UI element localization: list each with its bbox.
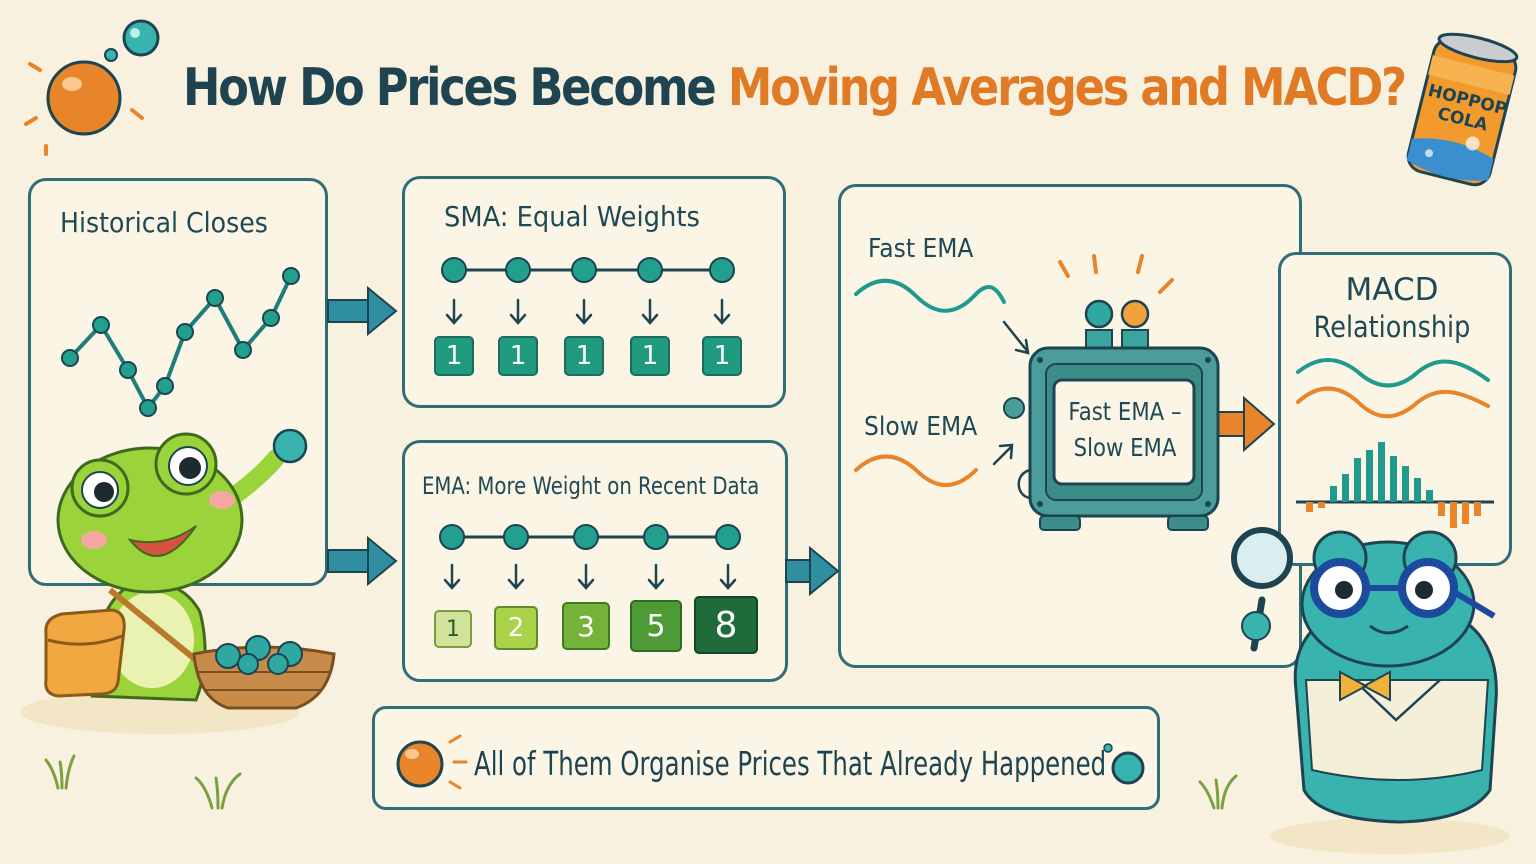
ema-weight-box: 8 (694, 596, 758, 654)
arrow-to-machine (785, 545, 840, 597)
banner-text: All of Them Organise Prices That Already… (474, 744, 1107, 783)
macd-title-line2: Relationship (1313, 310, 1471, 344)
macd-relationship-panel (1278, 252, 1512, 566)
teal-frog-character (1231, 527, 1510, 854)
ema-label: EMA: More Weight on Recent Data (422, 472, 760, 500)
title-part-dark: How Do Prices Become (183, 58, 728, 118)
sma-node-chain (441, 257, 735, 325)
macd-formula: Fast EMA – Slow EMA (1061, 380, 1189, 480)
sma-weight-box: 1 (498, 336, 538, 376)
orange-ball-icon (24, 19, 160, 156)
sma-weight-box: 1 (630, 336, 670, 376)
ema-weight-box: 2 (494, 606, 538, 650)
slow-ema-wave (854, 454, 978, 487)
macd-orange-wave (1296, 386, 1490, 419)
historical-price-line (61, 267, 300, 417)
historical-closes-label: Historical Closes (60, 206, 268, 239)
fast-ema-wave (854, 278, 1006, 313)
sma-weight-box: 1 (434, 336, 474, 376)
summary-banner (372, 706, 1160, 810)
page-title: How Do Prices Become Moving Averages and… (183, 58, 1407, 118)
ema-weight-box: 1 (434, 610, 472, 648)
banner-teal-ball-icon (1103, 743, 1145, 785)
ema-node-chain (439, 524, 741, 590)
formula-line2: Slow EMA (1073, 433, 1177, 462)
cola-can-icon (1406, 32, 1519, 187)
fast-ema-label: Fast EMA (868, 234, 974, 264)
ema-weight-box: 5 (630, 600, 682, 652)
ema-weight-box: 3 (562, 602, 610, 650)
macd-machine-icon (1003, 254, 1220, 531)
slow-arrow (992, 443, 1014, 466)
green-frog-character (20, 428, 336, 734)
macd-teal-wave (1296, 358, 1490, 388)
sma-weight-box: 1 (702, 336, 742, 376)
arrow-to-macd (1213, 395, 1276, 453)
slow-ema-label: Slow EMA (864, 412, 978, 442)
arrow-to-sma (327, 285, 398, 337)
formula-line1: Fast EMA – (1068, 397, 1182, 426)
grass-decoration (44, 754, 1238, 810)
sma-weight-box: 1 (564, 336, 604, 376)
fast-arrow (1002, 320, 1030, 355)
sma-label: SMA: Equal Weights (444, 200, 700, 233)
title-part-orange: Moving Averages and MACD? (727, 58, 1407, 118)
arrow-to-ema (327, 535, 398, 587)
macd-title-line1: MACD (1345, 272, 1439, 308)
banner-orange-ball-icon (396, 734, 468, 790)
macd-histogram (1296, 442, 1494, 528)
